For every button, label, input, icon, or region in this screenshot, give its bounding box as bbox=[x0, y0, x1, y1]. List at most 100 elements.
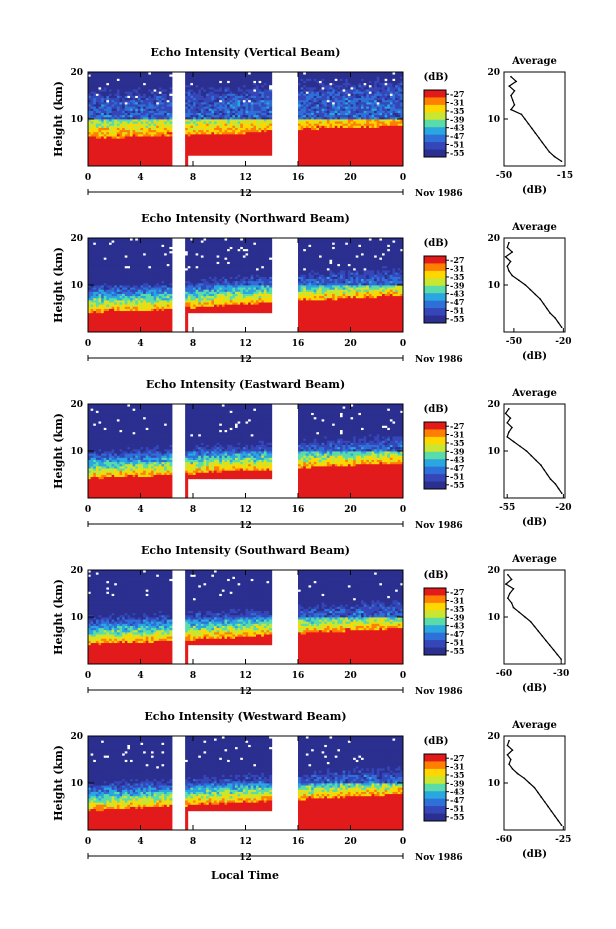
heatmap-cell bbox=[166, 119, 170, 122]
heatmap-cell bbox=[368, 161, 372, 165]
heatmap-cell bbox=[93, 104, 97, 107]
heatmap-cell bbox=[211, 76, 215, 79]
heatmap-cell bbox=[258, 146, 262, 150]
heatmap-cell bbox=[363, 91, 367, 94]
heatmap-cell bbox=[203, 78, 207, 81]
heatmap-cell bbox=[185, 136, 189, 139]
heatmap-cell bbox=[124, 89, 128, 92]
heatmap-cell bbox=[313, 82, 317, 86]
heatmap-cell bbox=[340, 159, 344, 163]
heatmap-cell bbox=[148, 142, 152, 146]
heatmap-cell bbox=[208, 89, 212, 92]
heatmap-cell bbox=[368, 138, 372, 141]
heatmap-cell bbox=[93, 151, 97, 154]
heatmap-cell bbox=[300, 84, 304, 88]
heatmap-cell bbox=[261, 142, 265, 146]
heatmap-cell bbox=[366, 108, 370, 111]
heatmap-cell bbox=[200, 80, 204, 84]
heatmap-cell bbox=[132, 129, 136, 133]
heatmap-cell bbox=[93, 91, 97, 94]
heatmap-cell bbox=[166, 151, 170, 154]
heatmap-cell bbox=[350, 101, 354, 105]
heatmap-cell bbox=[151, 125, 155, 128]
heatmap-cell bbox=[203, 72, 207, 75]
heatmap-cell bbox=[219, 127, 223, 131]
heatmap-cell bbox=[98, 159, 102, 163]
heatmap-cell bbox=[300, 157, 304, 160]
heatmap-cell bbox=[355, 104, 359, 107]
heatmap-cell bbox=[148, 84, 152, 88]
heatmap-cell bbox=[114, 138, 118, 141]
heatmap-cell bbox=[148, 91, 152, 94]
heatmap-cell bbox=[164, 112, 168, 116]
heatmap-cell bbox=[350, 116, 354, 120]
heatmap-cell bbox=[145, 95, 149, 99]
heatmap-cell bbox=[363, 119, 367, 122]
heatmap-cell bbox=[151, 76, 155, 79]
heatmap-cell bbox=[193, 140, 197, 143]
heatmap-cell bbox=[298, 101, 302, 105]
y-tick-label: 10 bbox=[70, 115, 83, 125]
heatmap-cell bbox=[156, 89, 160, 92]
heatmap-cell bbox=[237, 97, 241, 101]
heatmap-cell bbox=[240, 140, 244, 143]
heatmap-cell bbox=[208, 127, 212, 131]
heatmap-cell bbox=[158, 95, 162, 99]
heatmap-cell bbox=[208, 138, 212, 141]
heatmap-cell bbox=[363, 104, 367, 107]
heatmap-cell bbox=[342, 163, 346, 167]
heatmap-cell bbox=[266, 110, 270, 113]
heatmap-cell bbox=[242, 129, 246, 133]
heatmap-cell bbox=[342, 116, 346, 120]
heatmap-cell bbox=[116, 110, 120, 113]
heatmap-cell bbox=[140, 133, 144, 137]
heatmap-cell bbox=[321, 97, 325, 101]
heatmap-cell bbox=[211, 127, 215, 131]
heatmap-cell bbox=[224, 151, 228, 154]
heatmap-cell bbox=[219, 123, 223, 126]
heatmap-cell bbox=[127, 157, 131, 160]
heatmap-cell bbox=[363, 159, 367, 163]
heatmap-cell bbox=[345, 123, 349, 126]
heatmap-cell bbox=[195, 121, 199, 124]
heatmap-cell bbox=[156, 112, 160, 116]
heatmap-cell bbox=[342, 121, 346, 124]
heatmap-cell bbox=[266, 108, 270, 111]
heatmap-cell bbox=[190, 114, 194, 118]
heatmap-cell bbox=[119, 157, 123, 160]
heatmap-cell bbox=[308, 84, 312, 88]
heatmap-cell bbox=[371, 155, 375, 158]
heatmap-cell bbox=[319, 74, 323, 77]
heatmap-cell bbox=[300, 129, 304, 133]
heatmap-cell bbox=[321, 125, 325, 128]
heatmap-cell bbox=[326, 133, 330, 137]
heatmap-cell bbox=[263, 89, 267, 92]
heatmap-cell bbox=[324, 144, 328, 148]
heatmap-cell bbox=[227, 125, 231, 128]
heatmap-cell bbox=[361, 101, 365, 105]
heatmap-cell bbox=[266, 95, 270, 99]
heatmap-cell bbox=[156, 127, 160, 131]
heatmap-cell bbox=[305, 97, 309, 101]
heatmap-cell bbox=[219, 104, 223, 107]
heatmap-cell bbox=[169, 146, 173, 150]
heatmap-cell bbox=[111, 146, 115, 150]
heatmap-cell bbox=[300, 80, 304, 84]
heatmap-cell bbox=[240, 106, 244, 109]
heatmap-cell bbox=[332, 123, 336, 126]
heatmap-cell bbox=[366, 72, 370, 75]
heatmap-cell bbox=[303, 148, 307, 152]
heatmap-cell bbox=[137, 101, 141, 105]
heatmap-cell bbox=[208, 121, 212, 124]
heatmap-cell bbox=[130, 99, 134, 103]
heatmap-cell bbox=[253, 86, 257, 90]
heatmap-cell bbox=[305, 76, 309, 79]
heatmap-cell bbox=[319, 138, 323, 141]
heatmap-cell bbox=[219, 80, 223, 84]
heatmap-cell bbox=[103, 161, 107, 165]
heatmap-cell bbox=[358, 72, 362, 75]
heatmap-cell bbox=[324, 93, 328, 96]
heatmap-cell bbox=[363, 142, 367, 146]
y-axis-label: Height (km) bbox=[52, 81, 65, 157]
heatmap-cell bbox=[368, 89, 372, 92]
